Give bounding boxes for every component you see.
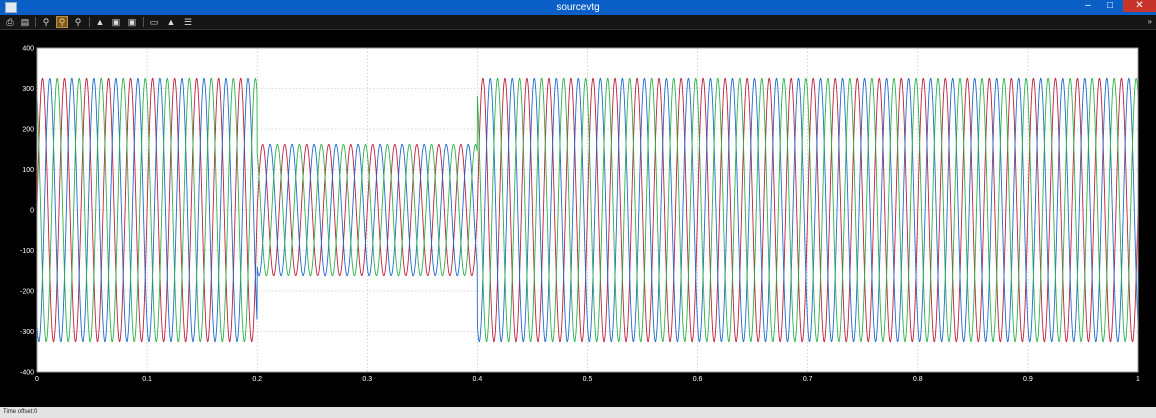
x-tick-label: 0.1 — [142, 376, 152, 383]
x-tick-label: 1 — [1136, 376, 1140, 383]
zoom-icon[interactable]: ⚲ — [42, 17, 50, 27]
scope-toolbar: ⎙ ▤ ⚲ ⚲ ⚲ ▲ ▣ ▣ ▭ ▲ ☰ » — [0, 15, 1156, 30]
x-tick-label: 0.8 — [913, 376, 923, 383]
lock-axes-icon[interactable]: ▲ — [166, 17, 176, 27]
x-tick-label: 0.5 — [583, 376, 593, 383]
window-title: sourcevtg — [556, 2, 600, 13]
y-tick-label: 400 — [22, 46, 34, 53]
title-bar: sourcevtg – □ ✕ — [0, 0, 1156, 15]
x-tick-label: 0.9 — [1023, 376, 1033, 383]
toolbar-separator — [35, 17, 36, 27]
parameters-icon[interactable]: ▤ — [20, 17, 30, 27]
restore-axes-icon[interactable]: ▣ — [127, 17, 137, 27]
x-tick-label: 0.7 — [803, 376, 813, 383]
toolbar-separator — [143, 17, 144, 27]
x-axis-ticks: 0 0.1 0.2 0.3 0.4 0.5 0.6 0.7 0.8 0.9 1 — [35, 376, 1140, 383]
y-tick-label: -400 — [20, 370, 34, 377]
y-tick-label: 200 — [22, 127, 34, 134]
toolbar-overflow-icon[interactable]: » — [1147, 17, 1152, 26]
scope-plot[interactable]: 400 300 200 100 0 -100 -200 -300 -400 0 0.1 0.2 0.3… — [0, 30, 1156, 407]
signal-trace-1 — [36, 77, 1139, 343]
signal-selection-icon[interactable]: ☰ — [183, 17, 193, 27]
floating-scope-icon[interactable]: ▭ — [149, 17, 159, 27]
x-tick-label: 0.4 — [473, 376, 483, 383]
x-tick-label: 0.2 — [252, 376, 262, 383]
plot-frame — [36, 47, 1139, 373]
y-tick-label: 100 — [22, 167, 34, 174]
minimize-button[interactable]: – — [1085, 0, 1091, 11]
scope-app-icon — [5, 2, 17, 13]
zoom-y-icon[interactable]: ⚲ — [74, 17, 82, 27]
signal-traces — [36, 77, 1139, 343]
y-tick-label: 300 — [22, 86, 34, 93]
autoscale-icon[interactable]: ▲ — [95, 17, 105, 27]
print-icon[interactable]: ⎙ — [6, 17, 14, 27]
time-offset-value: 0 — [34, 409, 38, 415]
scope-display: 400 300 200 100 0 -100 -200 -300 -400 0 0.1 0.2 0.3… — [0, 30, 1156, 407]
x-tick-label: 0 — [35, 376, 39, 383]
status-bar: Time offset: 0 — [0, 407, 1156, 418]
close-button[interactable]: ✕ — [1123, 0, 1156, 12]
x-tick-label: 0.3 — [362, 376, 372, 383]
time-offset-label: Time offset: — [3, 409, 35, 415]
signal-trace-3 — [36, 77, 1139, 343]
y-tick-label: 0 — [30, 208, 34, 215]
maximize-button[interactable]: □ — [1106, 0, 1114, 11]
y-tick-label: -100 — [20, 248, 34, 255]
x-tick-label: 0.6 — [693, 376, 703, 383]
y-tick-label: -300 — [20, 329, 34, 336]
toolbar-separator — [89, 17, 90, 27]
save-axes-icon[interactable]: ▣ — [111, 17, 121, 27]
y-tick-label: -200 — [20, 289, 34, 296]
signal-trace-2 — [36, 77, 1139, 343]
y-axis-ticks: 400 300 200 100 0 -100 -200 -300 -400 — [20, 46, 34, 377]
zoom-x-icon[interactable]: ⚲ — [56, 16, 68, 28]
